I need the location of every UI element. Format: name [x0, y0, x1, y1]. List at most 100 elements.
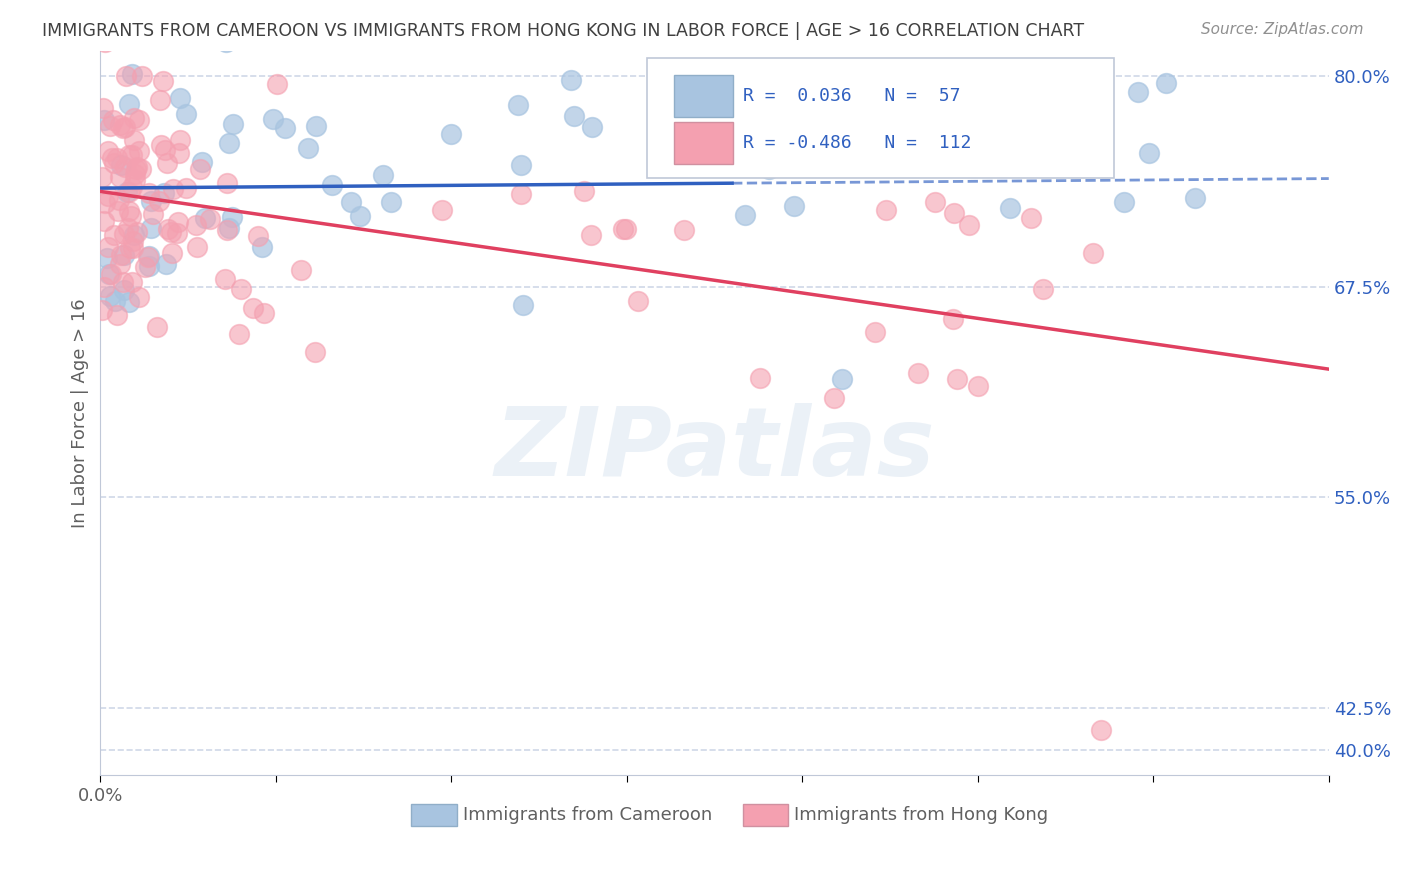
Point — [581, 120, 603, 134]
Point — [112, 247, 135, 261]
Point — [160, 245, 183, 260]
Point — [156, 156, 179, 170]
Point — [1000, 202, 1022, 216]
Point — [117, 295, 139, 310]
Point — [105, 152, 128, 166]
Point — [108, 170, 131, 185]
Text: Immigrants from Hong Kong: Immigrants from Hong Kong — [794, 806, 1049, 824]
Point — [155, 143, 177, 157]
Point — [122, 227, 145, 242]
Point — [266, 77, 288, 91]
Point — [758, 162, 780, 177]
Point — [115, 186, 138, 200]
Point — [749, 371, 772, 385]
Point — [103, 156, 125, 170]
Point — [114, 70, 136, 84]
Point — [110, 158, 132, 172]
FancyBboxPatch shape — [673, 75, 733, 118]
Point — [145, 320, 167, 334]
Y-axis label: In Labor Force | Age > 16: In Labor Force | Age > 16 — [72, 298, 89, 528]
Point — [1019, 211, 1042, 226]
Point — [166, 226, 188, 240]
Point — [231, 281, 253, 295]
Point — [893, 151, 915, 165]
Point — [162, 182, 184, 196]
Point — [110, 248, 132, 262]
Point — [247, 229, 270, 244]
Point — [186, 218, 208, 232]
Point — [155, 257, 177, 271]
Point — [97, 189, 120, 203]
Point — [121, 275, 143, 289]
Point — [215, 35, 238, 49]
Point — [200, 212, 222, 227]
Point — [118, 97, 141, 112]
Point — [93, 280, 115, 294]
Point — [228, 326, 250, 341]
Point — [117, 221, 139, 235]
Point — [93, 35, 115, 49]
Point — [262, 112, 284, 127]
Point — [112, 283, 135, 297]
Point — [682, 120, 704, 134]
Point — [1154, 76, 1177, 90]
Text: R =  0.036   N =  57: R = 0.036 N = 57 — [742, 87, 960, 105]
Point — [174, 181, 197, 195]
Point — [734, 208, 756, 222]
Point — [297, 141, 319, 155]
Point — [1031, 282, 1053, 296]
Text: ZIPatlas: ZIPatlas — [495, 403, 935, 496]
Point — [440, 127, 463, 141]
Point — [222, 117, 245, 131]
Point — [157, 222, 180, 236]
Point — [831, 372, 853, 386]
Point — [97, 267, 120, 281]
Point — [105, 308, 128, 322]
Point — [117, 185, 139, 199]
Point — [101, 112, 124, 127]
Point — [512, 297, 534, 311]
Point — [121, 180, 143, 194]
Point — [432, 202, 454, 217]
Point — [250, 239, 273, 253]
Point — [562, 109, 585, 123]
Point — [97, 144, 120, 158]
Point — [125, 225, 148, 239]
Text: Source: ZipAtlas.com: Source: ZipAtlas.com — [1201, 22, 1364, 37]
Point — [215, 223, 238, 237]
Point — [290, 263, 312, 277]
Point — [560, 73, 582, 87]
Point — [120, 209, 142, 223]
Point — [942, 206, 965, 220]
Point — [672, 223, 695, 237]
Point — [190, 154, 212, 169]
Point — [152, 74, 174, 88]
Point — [111, 120, 134, 135]
Point — [125, 160, 148, 174]
Point — [218, 220, 240, 235]
Point — [1126, 85, 1149, 99]
Point — [118, 241, 141, 255]
Point — [138, 260, 160, 274]
Point — [1090, 723, 1112, 737]
Point — [305, 119, 328, 133]
Point — [160, 225, 183, 239]
Point — [942, 311, 965, 326]
Point — [91, 303, 114, 318]
Point — [98, 119, 121, 133]
Point — [167, 146, 190, 161]
Point — [134, 260, 156, 274]
Point — [124, 173, 146, 187]
Point — [136, 251, 159, 265]
Point — [153, 186, 176, 201]
Text: R = -0.486   N =  112: R = -0.486 N = 112 — [742, 134, 972, 152]
Point — [118, 204, 141, 219]
Point — [98, 288, 121, 302]
Point — [125, 161, 148, 176]
Point — [124, 167, 146, 181]
Point — [138, 186, 160, 201]
Point — [149, 93, 172, 107]
Point — [117, 147, 139, 161]
Point — [218, 136, 240, 150]
Point — [221, 210, 243, 224]
